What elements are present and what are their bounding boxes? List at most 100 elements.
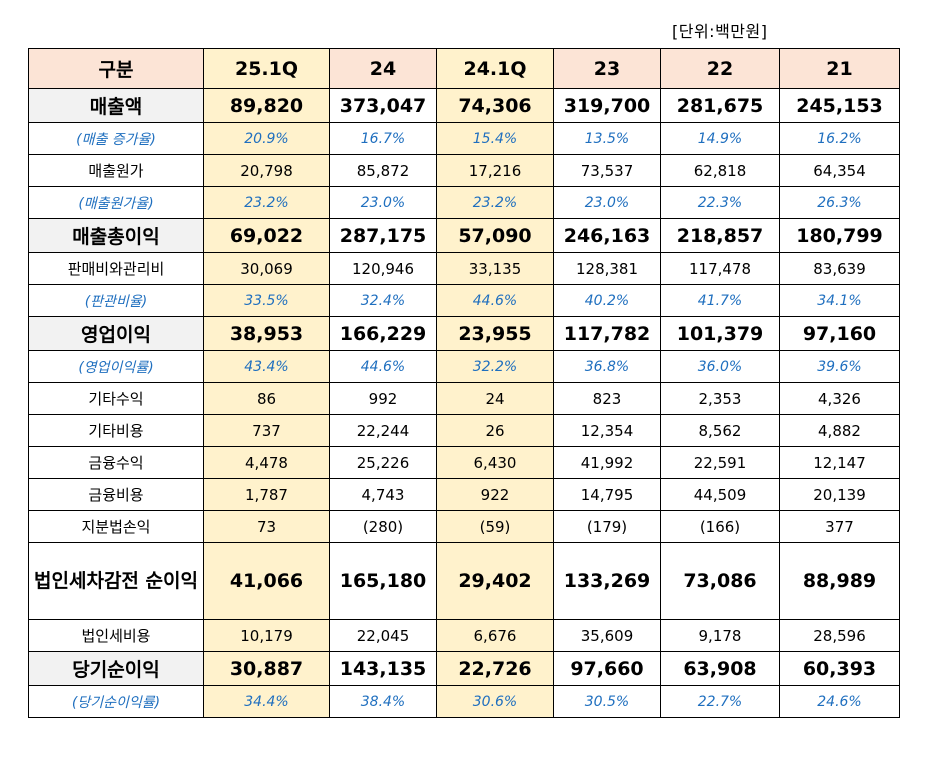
cell-25-1q: 10,179 [203,619,330,652]
table-row: (매출원가율) 23.2% 23.0% 23.2% 23.0% 22.3% 26.3% [28,186,900,219]
table-row: 법인세비용 10,179 22,045 6,676 35,609 9,178 28,596 [28,619,900,652]
cell-22: 22.7% [660,685,780,718]
table-row: (판관비율) 33.5% 32.4% 44.6% 40.2% 41.7% 34.1% [28,284,900,317]
cell-22: 8,562 [660,414,780,447]
cell-23: 133,269 [553,542,661,620]
cell-23: 128,381 [553,252,661,285]
cell-22: 22.3% [660,186,780,219]
row-label: 지분법손익 [28,510,204,543]
cell-22: 281,675 [660,88,780,123]
cell-25-1q: 89,820 [203,88,330,123]
cell-25-1q: 38,953 [203,316,330,351]
table-row: 법인세차감전 순이익 41,066 165,180 29,402 133,269 73,0… [28,542,900,620]
cell-24-1q: 23,955 [436,316,554,351]
cell-21: 4,882 [779,414,900,447]
cell-25-1q: 20.9% [203,122,330,155]
cell-24-1q: 26 [436,414,554,447]
table-row: (당기순이익률) 34.4% 38.4% 30.6% 30.5% 22.7% 24.6% [28,685,900,718]
table-row: 영업이익 38,953 166,229 23,955 117,782 101,379 97,… [28,316,900,351]
cell-22: 218,857 [660,218,780,253]
cell-23: 73,537 [553,154,661,187]
cell-21: 60,393 [779,651,900,686]
cell-25-1q: 73 [203,510,330,543]
cell-23: 40.2% [553,284,661,317]
cell-23: 319,700 [553,88,661,123]
cell-23: 14,795 [553,478,661,511]
cell-21: 377 [779,510,900,543]
cell-21: 39.6% [779,350,900,383]
cell-22: 14.9% [660,122,780,155]
cell-24: 23.0% [329,186,437,219]
table-row: 기타수익 86 992 24 823 2,353 4,326 [28,382,900,415]
cell-23: 13.5% [553,122,661,155]
table-row: (영업이익률) 43.4% 44.6% 32.2% 36.8% 36.0% 39.6% [28,350,900,383]
header-24: 24 [329,48,437,89]
cell-23: 23.0% [553,186,661,219]
cell-22: 41.7% [660,284,780,317]
cell-24-1q: 6,430 [436,446,554,479]
cell-24-1q: 22,726 [436,651,554,686]
cell-25-1q: 30,887 [203,651,330,686]
cell-21: 245,153 [779,88,900,123]
cell-24-1q: 17,216 [436,154,554,187]
cell-24-1q: 23.2% [436,186,554,219]
row-label: 법인세차감전 순이익 [28,542,204,620]
cell-24: 85,872 [329,154,437,187]
header-row: 구분 25.1Q 24 24.1Q 23 22 21 [28,48,900,89]
cell-22: 62,818 [660,154,780,187]
cell-24-1q: 29,402 [436,542,554,620]
cell-24: 373,047 [329,88,437,123]
cell-21: 88,989 [779,542,900,620]
cell-22: 117,478 [660,252,780,285]
cell-21: 34.1% [779,284,900,317]
row-label: 당기순이익 [28,651,204,686]
cell-22: 36.0% [660,350,780,383]
row-label: (영업이익률) [28,350,204,383]
cell-22: (166) [660,510,780,543]
header-21: 21 [779,48,900,89]
cell-21: 28,596 [779,619,900,652]
row-label: 금융수익 [28,446,204,479]
cell-22: 9,178 [660,619,780,652]
cell-24-1q: 57,090 [436,218,554,253]
cell-21: 64,354 [779,154,900,187]
header-25-1q: 25.1Q [203,48,330,89]
row-label: (당기순이익률) [28,685,204,718]
row-label: 매출원가 [28,154,204,187]
table-row: 기타비용 737 22,244 26 12,354 8,562 4,882 [28,414,900,447]
cell-24: 165,180 [329,542,437,620]
cell-25-1q: 69,022 [203,218,330,253]
cell-21: 26.3% [779,186,900,219]
row-label: (매출원가율) [28,186,204,219]
cell-25-1q: 20,798 [203,154,330,187]
cell-21: 16.2% [779,122,900,155]
cell-22: 63,908 [660,651,780,686]
table-row: 매출총이익 69,022 287,175 57,090 246,163 218,857 18… [28,218,900,253]
row-label: 매출액 [28,88,204,123]
header-24-1q: 24.1Q [436,48,554,89]
cell-21: 12,147 [779,446,900,479]
cell-23: 823 [553,382,661,415]
cell-24-1q: (59) [436,510,554,543]
cell-24: 38.4% [329,685,437,718]
table-row: 매출액 89,820 373,047 74,306 319,700 281,675 245,… [28,88,900,123]
cell-21: 83,639 [779,252,900,285]
row-label: 매출총이익 [28,218,204,253]
unit-label: [단위:백만원] [672,22,768,41]
row-label: 영업이익 [28,316,204,351]
row-label: 금융비용 [28,478,204,511]
cell-24: 22,244 [329,414,437,447]
cell-25-1q: 86 [203,382,330,415]
cell-25-1q: 737 [203,414,330,447]
cell-24: (280) [329,510,437,543]
cell-24: 32.4% [329,284,437,317]
cell-21: 24.6% [779,685,900,718]
cell-24: 4,743 [329,478,437,511]
cell-24: 16.7% [329,122,437,155]
row-label: 기타비용 [28,414,204,447]
header-category: 구분 [28,48,204,89]
cell-23: 117,782 [553,316,661,351]
cell-24-1q: 30.6% [436,685,554,718]
header-23: 23 [553,48,661,89]
cell-23: 36.8% [553,350,661,383]
